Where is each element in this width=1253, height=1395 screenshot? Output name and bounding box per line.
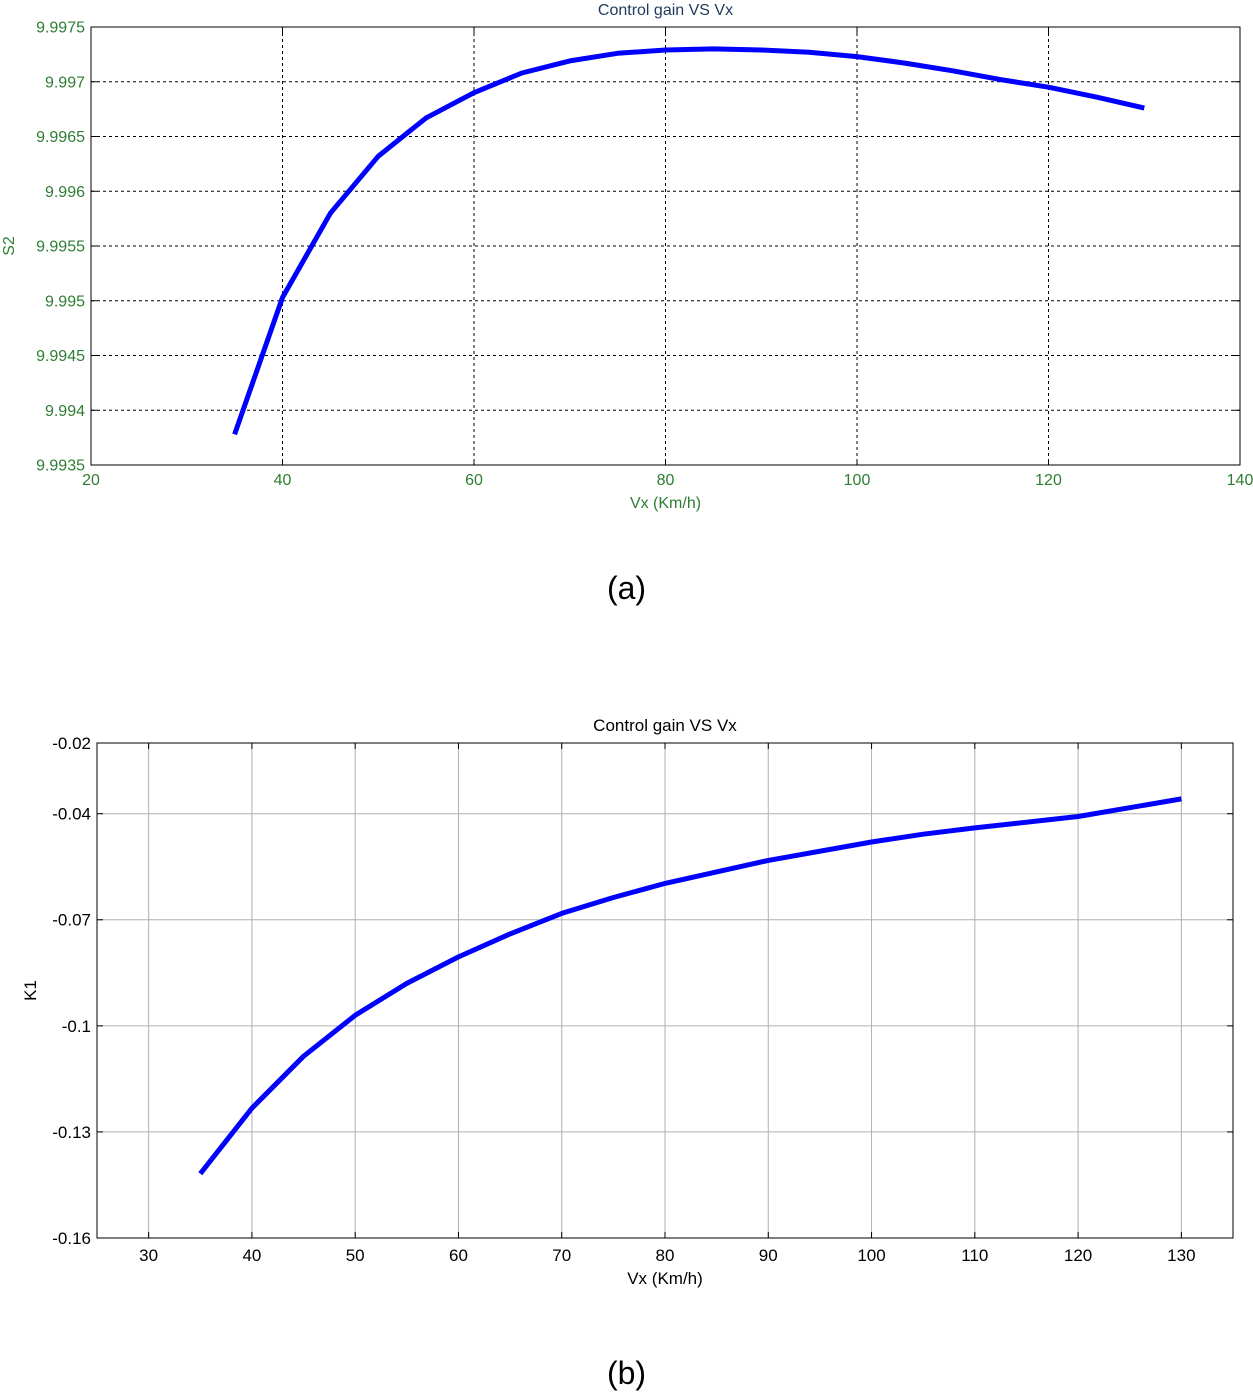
y-tick-label: -0.16 <box>52 1229 91 1248</box>
x-tick-label: 90 <box>759 1246 778 1265</box>
x-tick-label: 100 <box>857 1246 885 1265</box>
x-tick-label: 50 <box>346 1246 365 1265</box>
series-line <box>232 46 1145 436</box>
x-tick-label: 100 <box>844 472 871 489</box>
y-tick-label: 9.996 <box>45 184 85 201</box>
y-tick-label: 9.994 <box>45 403 85 420</box>
x-tick-label: 40 <box>242 1246 261 1265</box>
plot-frame <box>90 26 1241 466</box>
y-tick-label: 9.9955 <box>36 239 85 256</box>
x-tick-label: 60 <box>465 472 483 489</box>
chart-title: Control gain VS Vx <box>598 2 733 19</box>
x-tick-label: 120 <box>1064 1246 1092 1265</box>
y-tick-label: -0.1 <box>62 1017 91 1036</box>
caption-b: (b) <box>606 1355 647 1391</box>
plot-frame <box>96 742 1234 1239</box>
chart-a: 20 40 60 80 100 120 140 9.9935 9.994 9.9945 9.995 9… <box>1 2 1253 512</box>
x-axis-label: Vx (Km/h) <box>630 495 701 512</box>
x-tick-label: 30 <box>139 1246 158 1265</box>
y-tick-label: 9.9945 <box>36 348 85 365</box>
x-tick-label: 110 <box>961 1246 988 1265</box>
x-tick-label: 80 <box>656 1246 675 1265</box>
y-tick-label: 9.997 <box>45 74 85 91</box>
y-tick-label: -0.02 <box>52 734 91 753</box>
x-tick-label: 70 <box>552 1246 571 1265</box>
x-tick-label: 20 <box>82 472 100 489</box>
x-tick-label: 60 <box>449 1246 468 1265</box>
y-tick-label: 9.9975 <box>36 20 85 37</box>
caption-a: (a) <box>606 570 647 606</box>
x-tick-label: 130 <box>1167 1246 1195 1265</box>
x-tick-label: 140 <box>1227 472 1253 489</box>
y-tick-label: -0.13 <box>52 1123 91 1142</box>
y-tick-label: 9.9965 <box>36 129 85 146</box>
y-tick-label: 9.995 <box>45 293 85 310</box>
x-tick-label: 120 <box>1035 472 1062 489</box>
y-tick-label: -0.04 <box>52 805 91 824</box>
x-tick-label: 80 <box>657 472 675 489</box>
series-line <box>198 796 1182 1176</box>
y-tick-label: 9.9935 <box>36 458 85 475</box>
y-tick-label: -0.07 <box>52 911 91 930</box>
x-tick-label: 40 <box>274 472 292 489</box>
y-axis-label: S2 <box>1 236 18 256</box>
y-axis-label: K1 <box>21 980 40 1001</box>
chart-title: Control gain VS Vx <box>593 716 737 735</box>
x-axis-label: Vx (Km/h) <box>627 1269 703 1288</box>
